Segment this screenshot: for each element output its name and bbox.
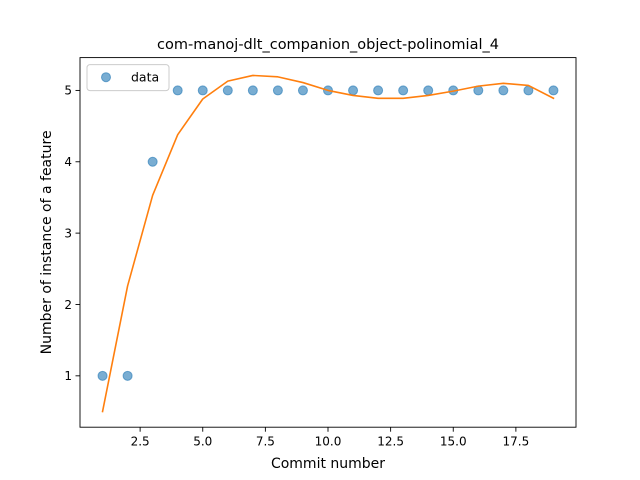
- legend-label-data: data: [131, 70, 159, 85]
- data-point: [222, 85, 233, 96]
- data-point: [97, 370, 108, 381]
- x-tick-label: 5.0: [193, 435, 212, 449]
- data-layer: [97, 74, 559, 413]
- data-point: [172, 85, 183, 96]
- x-tick-label: 10.0: [315, 435, 342, 449]
- x-tick-label: 2.5: [131, 435, 150, 449]
- x-axis-label: Commit number: [271, 456, 385, 472]
- series-line-fit: [101, 74, 555, 413]
- data-point: [272, 85, 283, 96]
- data-point: [548, 85, 559, 96]
- y-tick-label: 4: [64, 155, 72, 169]
- data-point: [122, 370, 133, 381]
- data-point: [373, 85, 384, 96]
- plot-area: [80, 57, 576, 428]
- y-tick-label: 5: [64, 84, 72, 98]
- data-point: [498, 85, 509, 96]
- chart-title: com-manoj-dlt_companion_object-polinomia…: [157, 37, 499, 53]
- y-tick-label: 1: [64, 369, 72, 383]
- y-tick-label: 3: [64, 226, 72, 240]
- legend-marker: [101, 72, 111, 83]
- data-point: [247, 85, 258, 96]
- data-point: [197, 85, 208, 96]
- legend-frame: [86, 64, 170, 92]
- data-point: [398, 85, 409, 96]
- x-tick-label: 15.0: [440, 435, 467, 449]
- data-point: [423, 85, 434, 96]
- data-point: [147, 156, 158, 167]
- legend: data: [86, 64, 170, 92]
- y-tick-label: 2: [64, 298, 72, 312]
- axes-layer: 2.5 5.0 7.5 10.0 12.5 15.0 17.5 1 2 3 4 5: [64, 57, 577, 449]
- x-tick-label: 17.5: [503, 435, 530, 449]
- data-point: [297, 85, 308, 96]
- x-tick-label: 7.5: [256, 435, 275, 449]
- y-axis-label: Number of instance of a feature: [39, 130, 55, 354]
- data-point: [348, 85, 359, 96]
- x-tick-label: 12.5: [377, 435, 404, 449]
